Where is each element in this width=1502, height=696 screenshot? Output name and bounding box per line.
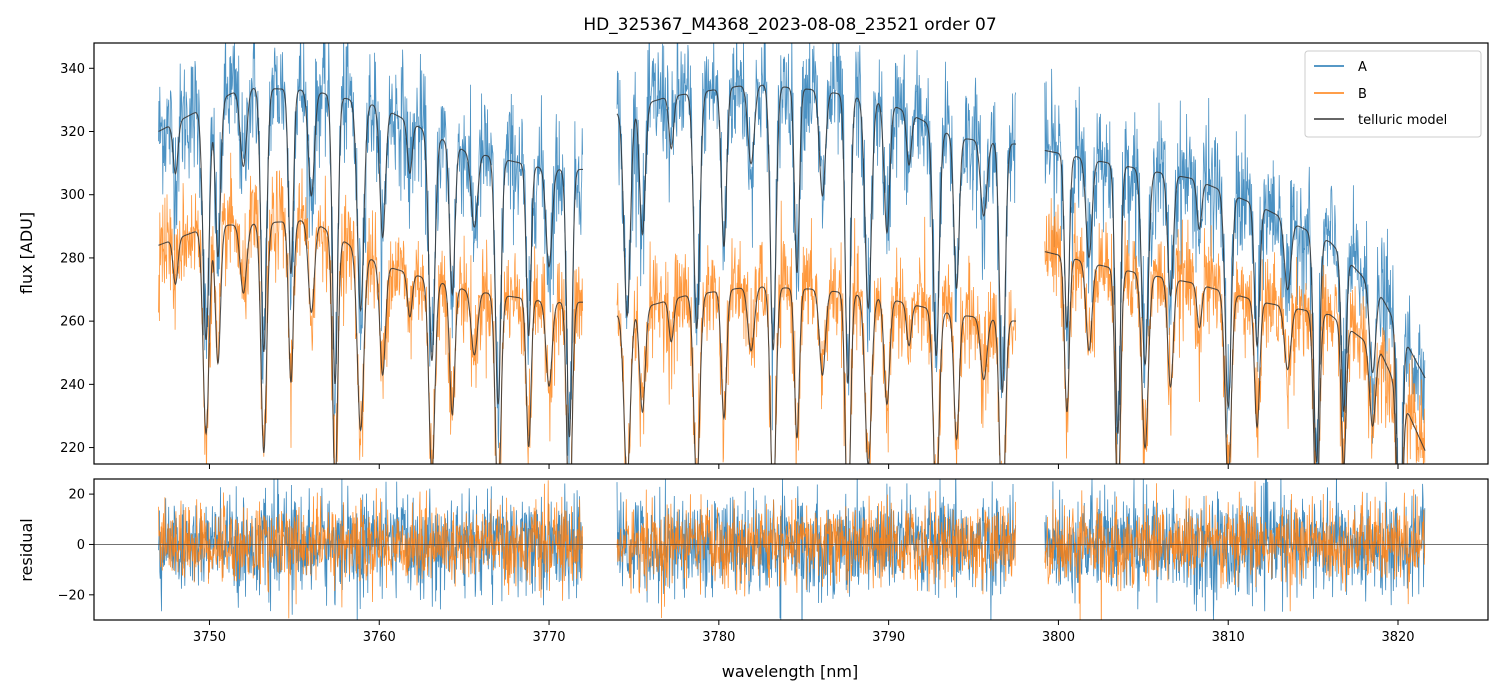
- flux-y-tick-label: 240: [60, 378, 85, 393]
- flux-panel: 220 240 260 280 300 320 340 flux [ADU] A B tel…: [17, 42, 1489, 469]
- residual-y-tick-label: 0: [77, 538, 85, 553]
- flux-y-tick-label: 220: [60, 441, 85, 456]
- legend-label-b: B: [1358, 87, 1367, 102]
- flux-y-axis: 220 240 260 280 300 320 340: [60, 62, 94, 456]
- telluric-model-line: [1044, 149, 1426, 464]
- x-tick-label: 3750: [193, 630, 226, 645]
- telluric-model-line: [1044, 251, 1426, 464]
- series-a-flux-line: [158, 43, 583, 464]
- telluric-model-line: [616, 84, 1016, 393]
- x-tick-label: 3810: [1212, 630, 1245, 645]
- series-b-flux-line: [616, 200, 1016, 464]
- series-b-flux-line: [158, 152, 583, 464]
- series-b-flux-line: [1044, 198, 1426, 464]
- x-tick-label: 3760: [363, 630, 396, 645]
- flux-y-tick-label: 260: [60, 315, 85, 330]
- x-tick-label: 3790: [872, 630, 905, 645]
- series-a-flux-line: [616, 43, 1016, 431]
- flux-x-ticks: [208, 464, 1399, 469]
- telluric-model-line: [158, 220, 583, 464]
- flux-y-tick-label: 300: [60, 188, 85, 203]
- residual-y-tick-label: −20: [58, 588, 85, 603]
- residual-y-tick-label: 20: [68, 488, 85, 503]
- flux-y-tick-label: 320: [60, 125, 85, 140]
- x-tick-label: 3780: [702, 630, 735, 645]
- residual-y-axis: −20 0 20: [58, 488, 94, 603]
- flux-axes-frame: [93, 42, 1489, 465]
- x-tick-label: 3820: [1381, 630, 1414, 645]
- x-tick-label: 3770: [532, 630, 565, 645]
- flux-y-tick-label: 280: [60, 251, 85, 266]
- series-b-residual-line: [1044, 481, 1426, 620]
- legend-label-telluric-model: telluric model: [1358, 113, 1447, 128]
- flux-series-group: [158, 43, 1426, 464]
- residual-y-axis-label: residual: [17, 518, 36, 581]
- series-b-residual-line: [158, 480, 583, 619]
- x-tick-label: 3800: [1042, 630, 1075, 645]
- series-a-residual-line: [616, 479, 1016, 620]
- flux-y-tick-label: 340: [60, 62, 85, 77]
- legend-label-a: A: [1358, 60, 1367, 75]
- residual-x-axis: 3750 3760 3770 3780 3790 3800 3810 3820: [193, 620, 1415, 645]
- series-b-residual-line: [616, 489, 1016, 619]
- x-axis-label: wavelength [nm]: [722, 662, 859, 681]
- flux-y-axis-label: flux [ADU]: [17, 212, 36, 294]
- residual-axes-frame: [93, 478, 1489, 621]
- chart-title: HD_325367_M4368_2023-08-08_23521 order 0…: [583, 15, 996, 35]
- telluric-model-line: [158, 87, 583, 438]
- legend: A B telluric model: [1304, 50, 1482, 138]
- telluric-model-line: [616, 286, 1016, 464]
- legend-frame: [1304, 50, 1482, 138]
- residual-series-group: [94, 479, 1488, 620]
